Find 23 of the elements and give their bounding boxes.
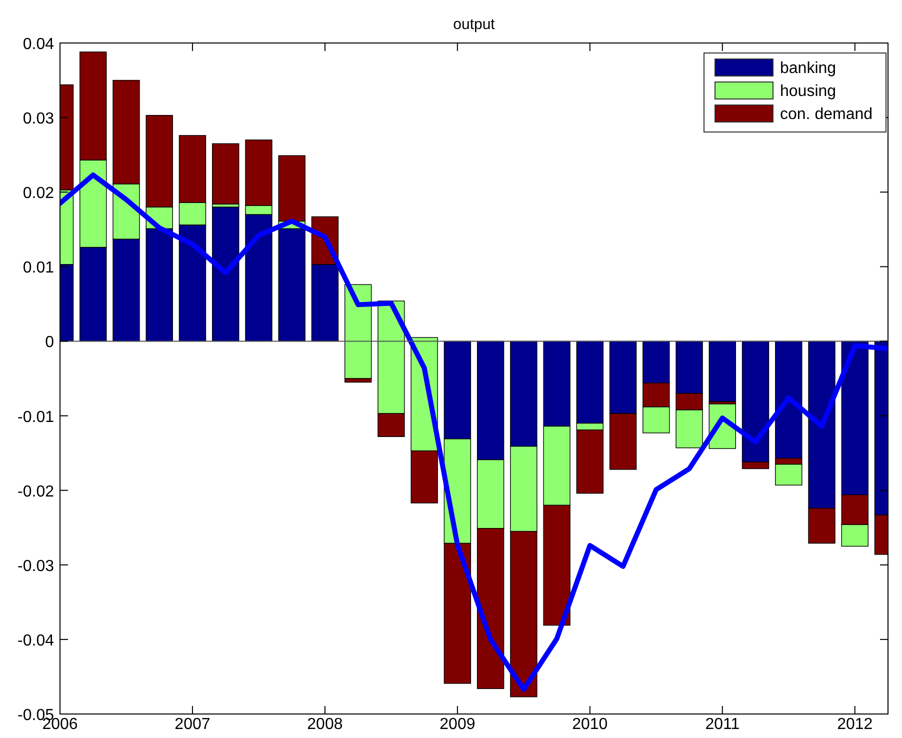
x-tick-label: 2009 — [440, 716, 476, 733]
chart-title: output — [453, 16, 496, 33]
y-tick-label: -0.04 — [18, 632, 54, 650]
x-tick-label: 2007 — [174, 716, 210, 733]
legend-label: banking — [780, 60, 836, 77]
legend-label: con. demand — [780, 106, 873, 123]
x-tick-label: 2011 — [705, 716, 740, 733]
bar — [212, 206, 240, 342]
y-tick-label: -0.03 — [18, 558, 54, 575]
y-tick-label: 0.02 — [22, 185, 54, 202]
y-tick-label: -0.01 — [18, 408, 54, 426]
x-tick-label: 2012 — [837, 716, 873, 733]
y-tick-label: 0.01 — [22, 260, 54, 277]
bar — [708, 340, 736, 402]
x-tick-label: 2010 — [572, 716, 608, 733]
x-tick-label: 2008 — [307, 716, 343, 733]
bar — [344, 284, 372, 379]
y-tick-label: 0 — [45, 334, 54, 352]
y-tick-label: 0.03 — [22, 110, 54, 128]
legend-label: housing — [780, 83, 836, 100]
y-tick-label: 0.04 — [22, 36, 54, 53]
y-tick-label: -0.02 — [18, 483, 54, 500]
bar — [212, 143, 240, 204]
